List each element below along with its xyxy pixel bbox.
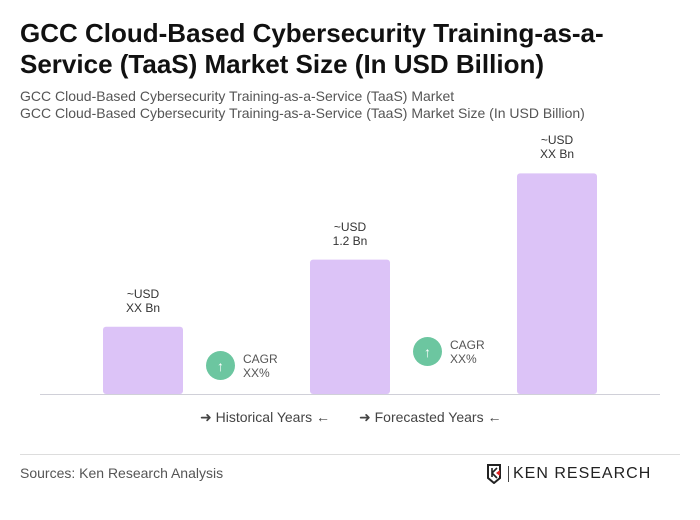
data-label-line: ~USD [540,133,574,148]
data-label-line: 1.2 Bn [332,233,368,248]
sources: Sources: Ken Research Analysis [20,465,224,481]
bar [103,326,183,394]
arrow-left-icon: ← [487,409,502,425]
arrow-left-icon: ← [316,409,331,425]
logo-icon [487,464,501,484]
legend-label: Historical Years [215,409,313,425]
legend-label: Forecasted Years [374,409,484,425]
arrow-right-icon: ➜ [200,409,212,425]
data-label-line: ~USD [126,286,160,301]
data-label-line: XX Bn [125,300,161,315]
bar [517,173,597,394]
data-label-line: XX Bn [539,147,575,162]
subtitle-secondary: GCC Cloud-Based Cybersecurity Training-a… [20,105,585,121]
subtitle: GCC Cloud-Based Cybersecurity Training-a… [20,88,455,104]
arrow-up-icon: ↑ [413,337,442,366]
data-label: ~USD XX Bn [93,287,193,315]
cagr-value: XX% [450,351,477,366]
bar [310,259,390,394]
cagr-value: XX% [243,365,270,380]
divider [20,454,680,455]
legend-forecasted: ➜ Forecasted Years ← [359,409,501,426]
arrow-right-icon: ➜ [359,409,371,425]
legend-historical: ➜ Historical Years ← [200,409,330,426]
data-label: ~USD 1.2 Bn [300,220,400,248]
data-label: ~USD XX Bn [507,133,607,161]
cagr-label: CAGR [243,351,278,366]
logo-text: KEN RESEARCH [513,465,652,482]
cagr-badge: ↑ CAGR XX% [206,351,278,380]
data-label-line: ~USD [333,219,367,234]
arrow-up-icon: ↑ [206,351,235,380]
ken-research-logo: KEN RESEARCH [486,464,651,484]
cagr-badge: ↑ CAGR XX% [413,337,485,366]
chart-title: GCC Cloud-Based Cybersecurity Training-a… [20,18,604,79]
cagr-label: CAGR [450,337,485,352]
